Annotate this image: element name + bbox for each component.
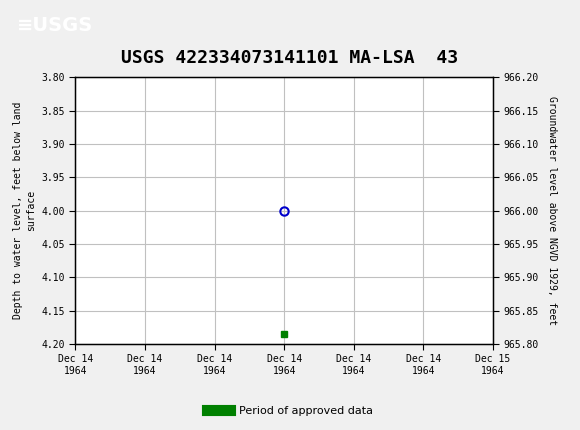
Text: USGS 422334073141101 MA-LSA  43: USGS 422334073141101 MA-LSA 43 — [121, 49, 459, 67]
Text: ≡USGS: ≡USGS — [17, 16, 93, 35]
Y-axis label: Depth to water level, feet below land
surface: Depth to water level, feet below land su… — [13, 102, 36, 319]
Y-axis label: Groundwater level above NGVD 1929, feet: Groundwater level above NGVD 1929, feet — [547, 96, 557, 325]
Legend: Period of approved data: Period of approved data — [203, 401, 377, 420]
